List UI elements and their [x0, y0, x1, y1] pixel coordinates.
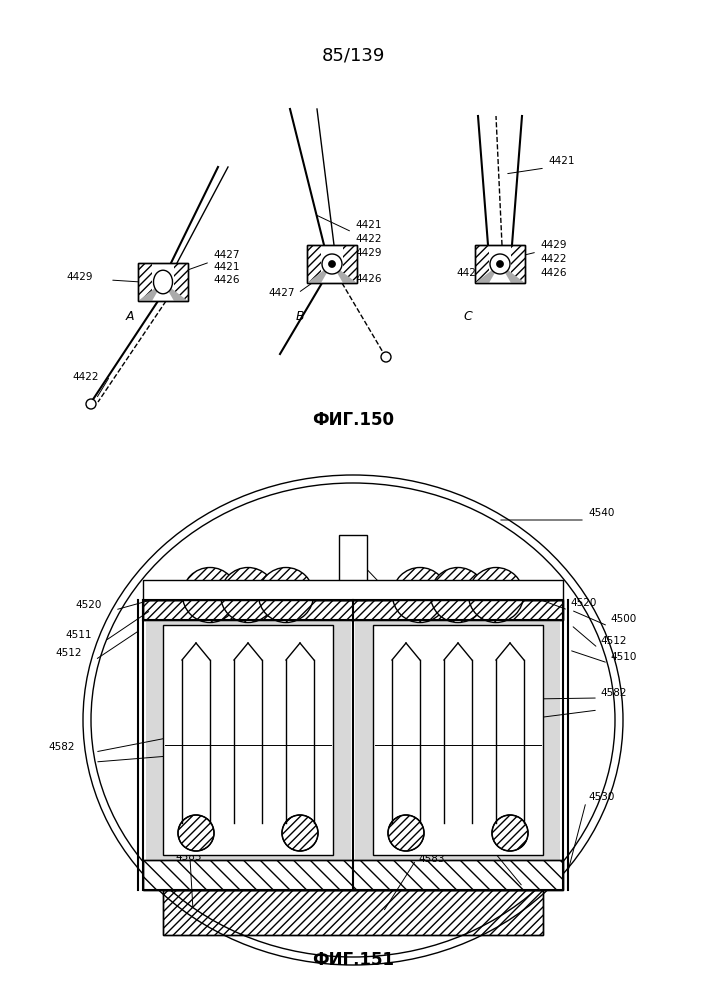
Bar	[475, 245, 525, 283]
Ellipse shape	[220, 567, 275, 622]
Text: 4512: 4512	[600, 636, 626, 646]
Text: 4520: 4520	[75, 600, 102, 610]
Bar	[163, 890, 543, 935]
Circle shape	[322, 254, 342, 274]
Ellipse shape	[469, 567, 524, 622]
Bar	[143, 600, 563, 620]
Text: 4510: 4510	[610, 652, 636, 662]
Text: 4422: 4422	[540, 254, 566, 264]
Bar	[138, 263, 188, 301]
Bar	[511, 245, 525, 283]
Text: 4540: 4540	[588, 508, 614, 518]
Ellipse shape	[91, 483, 615, 957]
Text: 4426: 4426	[213, 275, 239, 285]
Text: ФИГ.151: ФИГ.151	[312, 951, 394, 969]
Bar	[146, 622, 351, 860]
Ellipse shape	[153, 270, 172, 294]
Text: 4429: 4429	[66, 272, 92, 282]
Text: 4530: 4530	[588, 792, 614, 802]
Ellipse shape	[182, 567, 237, 622]
Bar	[373, 625, 543, 855]
Text: 4512: 4512	[55, 648, 81, 658]
Bar	[143, 600, 563, 890]
Bar	[138, 263, 188, 301]
Polygon shape	[475, 264, 500, 283]
Text: 4427: 4427	[268, 288, 294, 298]
Ellipse shape	[431, 567, 486, 622]
Circle shape	[381, 352, 391, 362]
Text: 4422: 4422	[72, 372, 99, 382]
Text: 4422: 4422	[355, 234, 381, 244]
Polygon shape	[307, 264, 332, 283]
Text: 4511: 4511	[65, 630, 92, 640]
Bar	[307, 245, 357, 283]
Text: 4421: 4421	[548, 156, 575, 166]
Text: 4583: 4583	[175, 852, 201, 862]
Polygon shape	[138, 282, 163, 301]
Text: 4582: 4582	[48, 742, 75, 752]
Ellipse shape	[83, 475, 623, 965]
Ellipse shape	[393, 567, 448, 622]
Circle shape	[86, 399, 96, 409]
Text: A: A	[126, 310, 134, 323]
Bar	[355, 622, 560, 860]
Circle shape	[496, 261, 503, 268]
Text: 4427: 4427	[213, 250, 239, 260]
Polygon shape	[163, 282, 188, 301]
Text: ФИГ.150: ФИГ.150	[312, 411, 394, 429]
Text: 4427: 4427	[456, 268, 482, 278]
Text: 4580: 4580	[488, 832, 515, 842]
Bar	[163, 625, 333, 855]
Text: 4426: 4426	[355, 274, 381, 284]
Text: 4429: 4429	[540, 240, 566, 250]
Bar	[143, 860, 563, 890]
Text: 4426: 4426	[540, 268, 566, 278]
Text: 4421: 4421	[355, 220, 381, 230]
Circle shape	[328, 261, 335, 268]
Bar	[138, 263, 152, 301]
Text: 4421: 4421	[213, 262, 239, 272]
Polygon shape	[332, 264, 357, 283]
Text: 4511: 4511	[400, 590, 426, 600]
Bar	[475, 245, 489, 283]
Bar	[143, 600, 563, 620]
Bar	[163, 890, 543, 935]
Bar	[307, 245, 357, 283]
Text: 4429: 4429	[355, 248, 381, 258]
Text: 85/139: 85/139	[321, 46, 385, 64]
Bar	[307, 245, 321, 283]
Text: 4500: 4500	[610, 614, 636, 624]
Text: 4520: 4520	[570, 598, 597, 608]
Polygon shape	[500, 264, 525, 283]
Text: 4583: 4583	[418, 854, 445, 864]
Text: C: C	[464, 310, 472, 323]
Ellipse shape	[258, 567, 313, 622]
Bar	[174, 263, 188, 301]
Bar	[343, 245, 357, 283]
Text: 4582: 4582	[600, 688, 626, 698]
Bar	[143, 580, 563, 600]
Bar	[143, 860, 563, 890]
Bar	[143, 600, 563, 620]
Bar	[475, 245, 525, 283]
Bar	[339, 535, 367, 600]
Circle shape	[490, 254, 510, 274]
Text: B: B	[296, 310, 304, 323]
